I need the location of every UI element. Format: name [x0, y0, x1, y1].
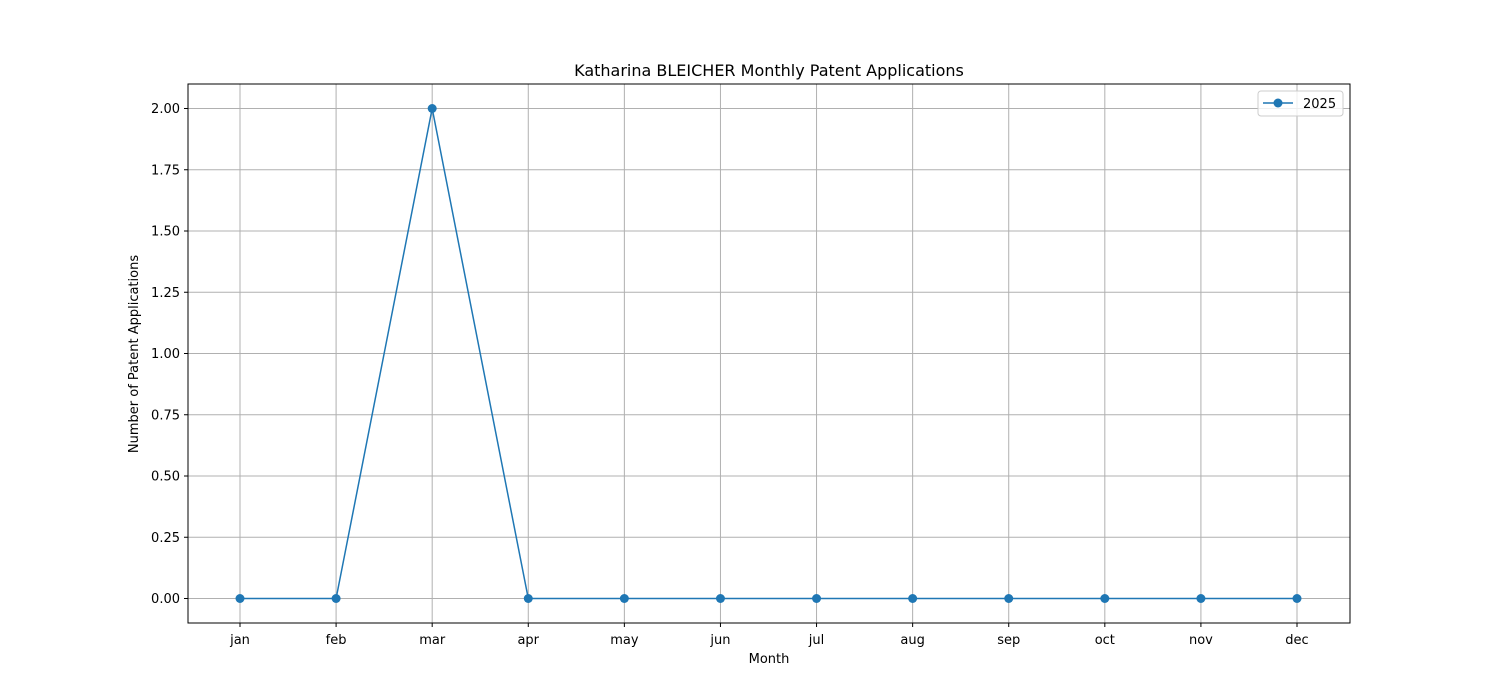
data-point-feb: [332, 594, 341, 603]
data-point-may: [620, 594, 629, 603]
legend-series-label: 2025: [1303, 97, 1336, 112]
x-tick-label: apr: [517, 633, 539, 648]
legend: 2025: [1258, 91, 1343, 116]
x-tick-label: sep: [997, 633, 1020, 648]
data-point-apr: [524, 594, 533, 603]
data-point-dec: [1293, 594, 1302, 603]
data-point-jan: [236, 594, 245, 603]
y-tick-label: 0.00: [151, 592, 180, 607]
y-tick-label: 1.50: [151, 225, 180, 240]
data-point-mar: [428, 104, 437, 113]
x-tick-label: jun: [709, 633, 730, 648]
x-tick-label: mar: [419, 633, 446, 648]
y-tick-label: 0.50: [151, 470, 180, 485]
chart-title: Katharina BLEICHER Monthly Patent Applic…: [574, 61, 964, 80]
y-tick-label: 1.00: [151, 347, 180, 362]
data-point-sep: [1004, 594, 1013, 603]
y-tick-label: 1.25: [151, 286, 180, 301]
x-tick-label: jul: [808, 633, 824, 648]
x-tick-label: oct: [1095, 633, 1115, 648]
y-tick-label: 0.75: [151, 408, 180, 423]
y-tick-label: 1.75: [151, 163, 180, 178]
x-tick-label: jan: [229, 633, 250, 648]
x-tick-label: aug: [900, 633, 924, 648]
y-tick-label: 0.25: [151, 531, 180, 546]
x-tick-label: feb: [326, 633, 347, 648]
x-tick-label: nov: [1189, 633, 1213, 648]
data-point-jun: [716, 594, 725, 603]
data-point-oct: [1100, 594, 1109, 603]
data-point-jul: [812, 594, 821, 603]
x-axis-label: Month: [749, 652, 790, 667]
data-point-nov: [1196, 594, 1205, 603]
legend-series-marker: [1274, 99, 1283, 108]
y-axis-label: Number of Patent Applications: [127, 255, 142, 453]
y-tick-label: 2.00: [151, 102, 180, 117]
x-tick-label: may: [610, 633, 639, 648]
data-point-aug: [908, 594, 917, 603]
x-tick-label: dec: [1285, 633, 1308, 648]
